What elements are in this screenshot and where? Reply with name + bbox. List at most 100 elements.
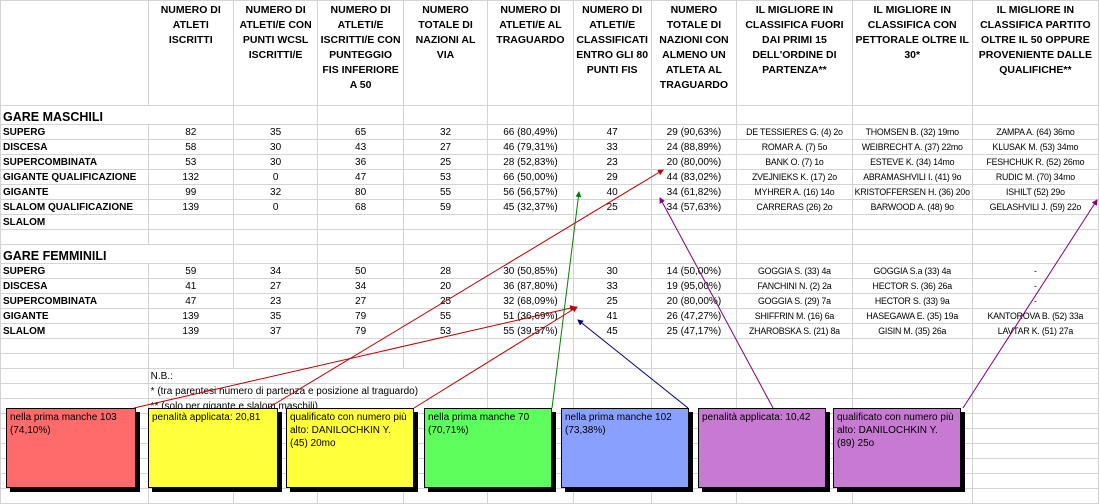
- data-cell[interactable]: 59: [147, 263, 234, 279]
- data-cell[interactable]: 139: [147, 308, 234, 324]
- empty-cell[interactable]: [851, 383, 973, 399]
- empty-cell[interactable]: [147, 353, 234, 369]
- data-cell[interactable]: LAVTAR K. (51) 27a: [971, 323, 1099, 339]
- data-cell[interactable]: 14 (50,00%): [650, 263, 738, 279]
- empty-cell[interactable]: [736, 338, 853, 354]
- empty-cell[interactable]: [147, 229, 234, 245]
- data-cell[interactable]: GELASHVILI J. (59) 22o: [971, 199, 1099, 215]
- empty-cell[interactable]: [232, 229, 319, 245]
- empty-cell[interactable]: [0, 338, 149, 354]
- data-cell[interactable]: 53: [402, 169, 489, 185]
- data-cell[interactable]: ABRAMASHVILI I. (41) 9o: [851, 169, 973, 185]
- data-cell[interactable]: 139: [147, 199, 234, 215]
- empty-cell[interactable]: [971, 244, 1099, 264]
- data-cell[interactable]: CARRERAS (26) 2o: [736, 199, 853, 215]
- data-cell[interactable]: 36: [317, 154, 404, 170]
- data-cell[interactable]: 55: [402, 308, 489, 324]
- row-label[interactable]: SLALOM: [0, 323, 149, 339]
- empty-cell[interactable]: [971, 353, 1099, 369]
- empty-cell[interactable]: [317, 105, 404, 125]
- empty-cell[interactable]: [851, 353, 973, 369]
- data-cell[interactable]: 43: [317, 139, 404, 155]
- data-cell[interactable]: 24 (88,89%): [650, 139, 738, 155]
- data-cell[interactable]: 80: [317, 184, 404, 200]
- data-cell[interactable]: ZHAROBSKA S. (21) 8a: [736, 323, 853, 339]
- empty-cell[interactable]: [650, 353, 738, 369]
- empty-cell[interactable]: [402, 229, 489, 245]
- empty-cell[interactable]: [317, 244, 404, 264]
- data-cell[interactable]: 30: [232, 154, 319, 170]
- data-cell[interactable]: [317, 214, 404, 230]
- data-cell[interactable]: [232, 214, 319, 230]
- empty-cell[interactable]: [0, 383, 149, 399]
- empty-cell[interactable]: [317, 338, 404, 354]
- empty-cell[interactable]: [402, 353, 489, 369]
- empty-cell[interactable]: [487, 368, 574, 384]
- empty-cell[interactable]: [971, 229, 1099, 245]
- annotation-comment[interactable]: qualificato con numero più alto: DANILOC…: [833, 408, 961, 488]
- row-label[interactable]: DISCESA: [0, 278, 149, 294]
- data-cell[interactable]: 79: [317, 308, 404, 324]
- annotation-comment[interactable]: nella prima manche 70 (70,71%): [424, 408, 552, 488]
- empty-cell[interactable]: [572, 229, 652, 245]
- data-cell[interactable]: KANTOROVA B. (52) 33a: [971, 308, 1099, 324]
- data-cell[interactable]: 41: [147, 278, 234, 294]
- data-cell[interactable]: 30: [232, 139, 319, 155]
- empty-cell[interactable]: [572, 105, 652, 125]
- empty-cell[interactable]: [487, 353, 574, 369]
- data-cell[interactable]: 0: [232, 169, 319, 185]
- data-cell[interactable]: 34 (61,82%): [650, 184, 738, 200]
- data-cell[interactable]: THOMSEN B. (32) 19mo: [851, 124, 973, 140]
- data-cell[interactable]: 45 (32,37%): [487, 199, 574, 215]
- data-cell[interactable]: 25: [402, 293, 489, 309]
- data-cell[interactable]: 36 (87,80%): [487, 278, 574, 294]
- empty-cell[interactable]: [971, 488, 1099, 504]
- column-header[interactable]: NUMERO DI ATLETI/E ISCRITTI/E CON PUNTEG…: [317, 0, 404, 106]
- empty-cell[interactable]: [572, 383, 652, 399]
- data-cell[interactable]: 37: [232, 323, 319, 339]
- column-header[interactable]: NUMERO TOTALE DI NAZIONI AL VIA: [402, 0, 489, 106]
- empty-cell[interactable]: [232, 105, 319, 125]
- row-label[interactable]: GIGANTE: [0, 308, 149, 324]
- data-cell[interactable]: 56 (56,57%): [487, 184, 574, 200]
- row-label[interactable]: DISCESA: [0, 139, 149, 155]
- empty-cell[interactable]: [487, 105, 574, 125]
- empty-cell[interactable]: [971, 383, 1099, 399]
- data-cell[interactable]: HECTOR S. (33) 9a: [851, 293, 973, 309]
- empty-cell[interactable]: [402, 244, 489, 264]
- row-label[interactable]: GIGANTE: [0, 184, 149, 200]
- data-cell[interactable]: [736, 214, 853, 230]
- note-text[interactable]: * (tra parentesi numero di partenza e po…: [147, 383, 489, 399]
- data-cell[interactable]: 29: [572, 169, 652, 185]
- data-cell[interactable]: 58: [147, 139, 234, 155]
- data-cell[interactable]: 32 (68,09%): [487, 293, 574, 309]
- data-cell[interactable]: 79: [317, 323, 404, 339]
- data-cell[interactable]: [572, 214, 652, 230]
- empty-cell[interactable]: [650, 229, 738, 245]
- data-cell[interactable]: GOGGIA S. (33) 4a: [736, 263, 853, 279]
- data-cell[interactable]: 25: [572, 199, 652, 215]
- empty-cell[interactable]: [736, 353, 853, 369]
- empty-cell[interactable]: [971, 458, 1099, 474]
- data-cell[interactable]: GISIN M. (35) 26a: [851, 323, 973, 339]
- data-cell[interactable]: BARWOOD A. (48) 9o: [851, 199, 973, 215]
- data-cell[interactable]: [851, 214, 973, 230]
- data-cell[interactable]: 99: [147, 184, 234, 200]
- data-cell[interactable]: -: [971, 263, 1099, 279]
- data-cell[interactable]: 47: [147, 293, 234, 309]
- data-cell[interactable]: GOGGIA S.a (33) 4a: [851, 263, 973, 279]
- data-cell[interactable]: 20 (80,00%): [650, 154, 738, 170]
- data-cell[interactable]: BANK O. (7) 1o: [736, 154, 853, 170]
- data-cell[interactable]: 53: [402, 323, 489, 339]
- data-cell[interactable]: GOGGIA S. (29) 7a: [736, 293, 853, 309]
- empty-cell[interactable]: [232, 353, 319, 369]
- data-cell[interactable]: KRISTOFFERSEN H. (36) 20o: [851, 184, 973, 200]
- data-cell[interactable]: -: [971, 278, 1099, 294]
- empty-cell[interactable]: [0, 229, 149, 245]
- data-cell[interactable]: FANCHINI N. (2) 2a: [736, 278, 853, 294]
- empty-cell[interactable]: [851, 105, 973, 125]
- data-cell[interactable]: 139: [147, 323, 234, 339]
- data-cell[interactable]: 25: [402, 154, 489, 170]
- data-cell[interactable]: 66 (50,00%): [487, 169, 574, 185]
- data-cell[interactable]: ZVEJNIEKS K. (17) 2o: [736, 169, 853, 185]
